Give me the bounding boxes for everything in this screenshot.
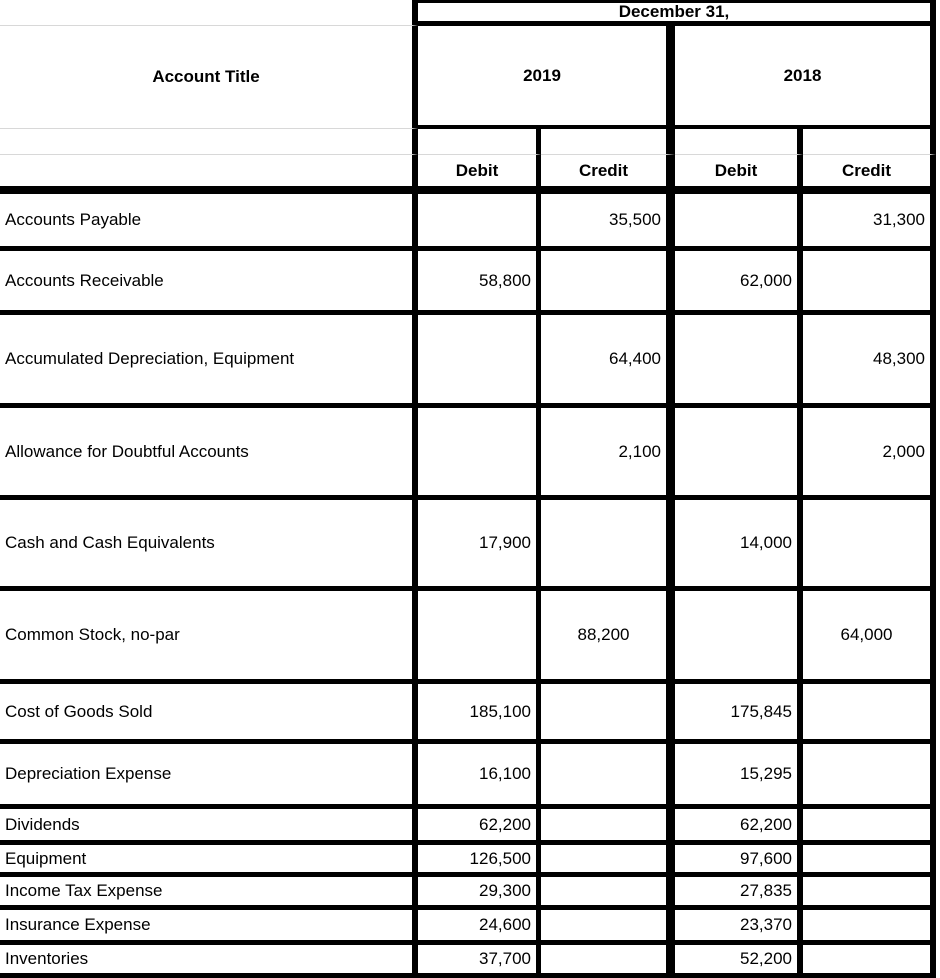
account-title-header: Account Title	[0, 26, 418, 129]
account-title-cell: Accounts Payable	[0, 194, 418, 251]
table-row: Accounts Receivable 58,800 62,000	[0, 251, 936, 315]
account-title-cell: Common Stock, no-par	[0, 591, 418, 684]
credit-2018-cell	[803, 809, 936, 845]
debit-2018-cell: 62,200	[675, 809, 803, 845]
debit-2018-cell: 15,295	[675, 744, 803, 809]
credit-2019-cell	[541, 684, 675, 744]
credit-2019-cell	[541, 809, 675, 845]
debit-2019-header: Debit	[418, 155, 541, 194]
debit-2019-cell	[418, 315, 541, 408]
table-row: Allowance for Doubtful Accounts 2,100 2,…	[0, 408, 936, 500]
account-title-cell: Insurance Expense	[0, 910, 418, 945]
year-2019-header: 2019	[418, 26, 675, 129]
debit-2019-cell: 24,600	[418, 910, 541, 945]
table-row: Insurance Expense 24,600 23,370	[0, 910, 936, 945]
account-title-cell: Depreciation Expense	[0, 744, 418, 809]
account-title-cell: Equipment	[0, 845, 418, 877]
debit-2019-cell: 62,200	[418, 809, 541, 845]
debit-2018-cell: 52,200	[675, 945, 803, 978]
account-title-cell: Cost of Goods Sold	[0, 684, 418, 744]
credit-2018-cell	[803, 744, 936, 809]
credit-2018-header: Credit	[803, 155, 936, 194]
debit-2019-cell: 16,100	[418, 744, 541, 809]
debit-2018-cell	[675, 194, 803, 251]
account-title-cell: Dividends	[0, 809, 418, 845]
credit-2019-cell	[541, 945, 675, 978]
account-title-cell: Cash and Cash Equivalents	[0, 500, 418, 591]
debit-2019-cell: 185,100	[418, 684, 541, 744]
table-row: Cost of Goods Sold 185,100 175,845	[0, 684, 936, 744]
credit-2018-cell: 2,000	[803, 408, 936, 500]
credit-2019-cell	[541, 744, 675, 809]
date-header: December 31,	[418, 0, 936, 26]
table-row: Accounts Payable 35,500 31,300	[0, 194, 936, 251]
credit-2019-header: Credit	[541, 155, 675, 194]
account-title-cell: Accumulated Depreciation, Equipment	[0, 315, 418, 408]
debit-2018-header: Debit	[675, 155, 803, 194]
spacer-row	[0, 129, 936, 155]
credit-2019-cell	[541, 251, 675, 315]
debit-2019-cell	[418, 591, 541, 684]
debit-2018-cell: 27,835	[675, 877, 803, 910]
column-header-row: Debit Credit Debit Credit	[0, 155, 936, 194]
corner-cell	[0, 0, 418, 26]
credit-2018-cell: 48,300	[803, 315, 936, 408]
account-title-cell: Inventories	[0, 945, 418, 978]
account-title-cell: Allowance for Doubtful Accounts	[0, 408, 418, 500]
credit-2019-cell: 2,100	[541, 408, 675, 500]
table-row: Cash and Cash Equivalents 17,900 14,000	[0, 500, 936, 591]
debit-2018-cell: 62,000	[675, 251, 803, 315]
debit-2018-cell	[675, 408, 803, 500]
credit-2018-cell	[803, 500, 936, 591]
credit-2019-cell	[541, 877, 675, 910]
debit-2019-cell: 58,800	[418, 251, 541, 315]
debit-2019-cell: 126,500	[418, 845, 541, 877]
debit-2019-cell: 29,300	[418, 877, 541, 910]
debit-2018-cell: 23,370	[675, 910, 803, 945]
credit-2019-cell: 35,500	[541, 194, 675, 251]
debit-2019-cell: 17,900	[418, 500, 541, 591]
date-header-row: December 31,	[0, 0, 936, 26]
spacer-cell	[0, 129, 418, 155]
credit-2018-cell	[803, 877, 936, 910]
credit-2018-cell: 64,000	[803, 591, 936, 684]
credit-2018-cell	[803, 251, 936, 315]
debit-2019-cell: 37,700	[418, 945, 541, 978]
credit-2018-cell	[803, 845, 936, 877]
table-row: Equipment 126,500 97,600	[0, 845, 936, 877]
table-row: Income Tax Expense 29,300 27,835	[0, 877, 936, 910]
spacer-cell	[541, 129, 675, 155]
debit-2019-cell	[418, 408, 541, 500]
credit-2018-cell	[803, 945, 936, 978]
table-row: Inventories 37,700 52,200	[0, 945, 936, 978]
account-title-cell: Income Tax Expense	[0, 877, 418, 910]
credit-2019-cell	[541, 845, 675, 877]
table-row: Depreciation Expense 16,100 15,295	[0, 744, 936, 809]
credit-2019-cell	[541, 910, 675, 945]
table-row: Common Stock, no-par 88,200 64,000	[0, 591, 936, 684]
credit-2019-cell	[541, 500, 675, 591]
spacer-cell	[803, 129, 936, 155]
credit-2019-cell: 64,400	[541, 315, 675, 408]
year-header-row: Account Title 2019 2018	[0, 26, 936, 129]
debit-2018-cell	[675, 315, 803, 408]
credit-2019-cell: 88,200	[541, 591, 675, 684]
debit-2018-cell: 175,845	[675, 684, 803, 744]
account-title-cell: Accounts Receivable	[0, 251, 418, 315]
table-row: Accumulated Depreciation, Equipment 64,4…	[0, 315, 936, 408]
credit-2018-cell: 31,300	[803, 194, 936, 251]
spacer-cell	[418, 129, 541, 155]
debit-2018-cell: 97,600	[675, 845, 803, 877]
debit-2018-cell: 14,000	[675, 500, 803, 591]
spacer-cell	[0, 155, 418, 194]
spacer-cell	[675, 129, 803, 155]
credit-2018-cell	[803, 910, 936, 945]
table-row: Dividends 62,200 62,200	[0, 809, 936, 845]
credit-2018-cell	[803, 684, 936, 744]
debit-2018-cell	[675, 591, 803, 684]
year-2018-header: 2018	[675, 26, 936, 129]
debit-2019-cell	[418, 194, 541, 251]
